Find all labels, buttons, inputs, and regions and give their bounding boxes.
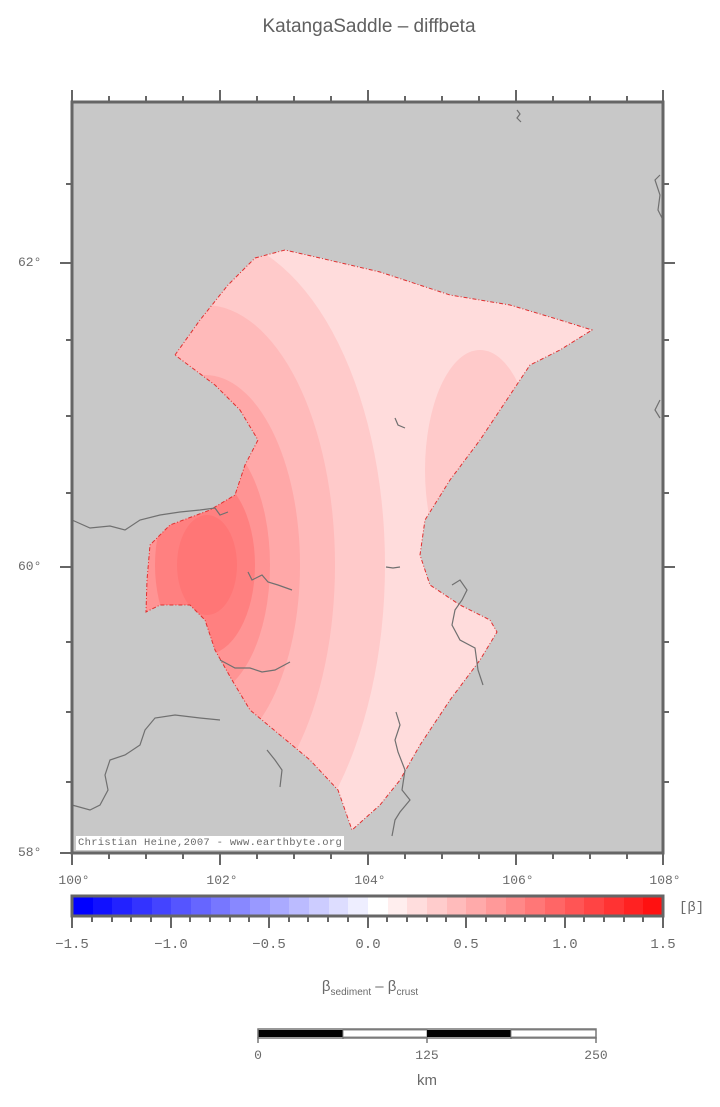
colorbar-label-1.0: 1.0 bbox=[552, 937, 578, 953]
scalebar-label-250: 250 bbox=[584, 1048, 608, 1063]
scalebar-label-0: 0 bbox=[254, 1048, 262, 1063]
colorbar-label-1.5: 1.5 bbox=[650, 937, 676, 953]
map-title: KatangaSaddle – diffbeta bbox=[262, 16, 476, 37]
scalebar-unit: km bbox=[417, 1072, 437, 1089]
lon-label-100: 100° bbox=[58, 873, 90, 888]
lon-label-102: 102° bbox=[206, 873, 238, 888]
left-ticks bbox=[60, 183, 72, 854]
right-ticks bbox=[663, 183, 675, 783]
lat-label-60: 60° bbox=[18, 559, 42, 574]
lon-label-108: 108° bbox=[649, 873, 681, 888]
colorbar-label-neg1.5: −1.5 bbox=[55, 937, 89, 953]
colorbar-axis-title: βsediment – βcrust bbox=[321, 978, 419, 998]
lon-label-104: 104° bbox=[354, 873, 386, 888]
colorbar-label-0.5: 0.5 bbox=[453, 937, 479, 953]
colorbar-unit: [β] bbox=[679, 900, 705, 916]
lat-label-58: 58° bbox=[18, 845, 42, 860]
region-outline bbox=[145, 249, 594, 831]
rivers bbox=[71, 109, 663, 837]
colorbar-label-neg1.0: −1.0 bbox=[154, 937, 188, 953]
scalebar-label-125: 125 bbox=[415, 1048, 439, 1063]
colorbar-label-neg0.5: −0.5 bbox=[252, 937, 286, 953]
lat-label-62: 62° bbox=[18, 255, 42, 270]
colorbar bbox=[70, 894, 665, 928]
lon-label-106: 106° bbox=[502, 873, 534, 888]
top-ticks bbox=[71, 90, 664, 102]
scale-bar bbox=[257, 1028, 597, 1043]
bottom-ticks bbox=[71, 853, 664, 865]
credit-text: Christian Heine,2007 - www.earthbyte.org bbox=[76, 836, 345, 850]
colorbar-label-0.0: 0.0 bbox=[355, 937, 381, 953]
